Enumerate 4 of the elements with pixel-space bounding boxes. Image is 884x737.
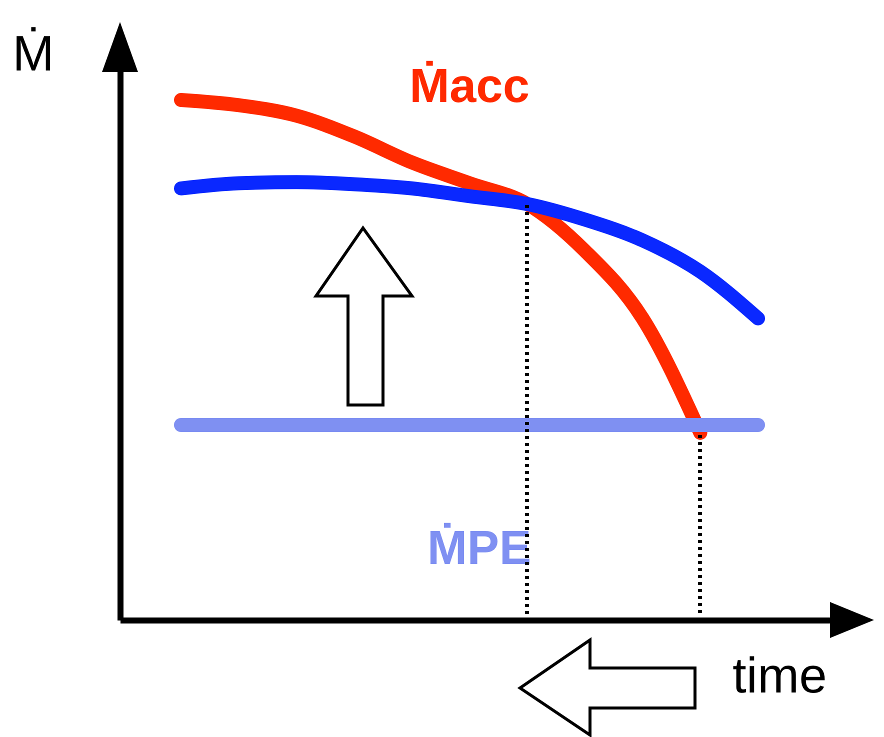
series-label: Ṁacc [410, 60, 530, 113]
x-axis-title: time [732, 648, 827, 704]
text: ṀPE [427, 522, 532, 575]
y-axis-title: Ṁ [12, 26, 54, 82]
